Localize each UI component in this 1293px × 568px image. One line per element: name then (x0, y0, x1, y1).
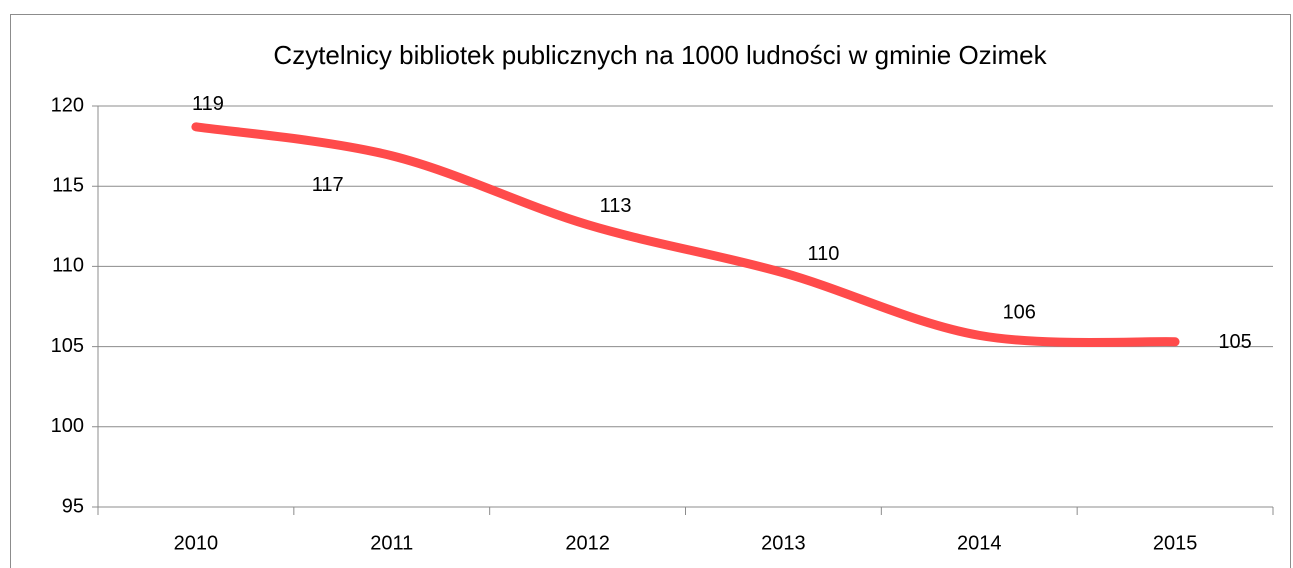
y-tick-label: 115 (52, 174, 84, 196)
data-label: 117 (312, 174, 344, 196)
x-tick-label: 2011 (370, 532, 413, 554)
x-tick-label: 2015 (1153, 532, 1198, 554)
y-tick-label: 110 (52, 255, 84, 277)
data-label: 119 (192, 93, 224, 115)
data-label: 113 (600, 195, 632, 217)
x-tick-label: 2014 (957, 532, 1002, 554)
line (191, 122, 1180, 347)
chart-frame (10, 14, 1291, 568)
x-tick-label: 2013 (761, 532, 806, 554)
chart-title: Czytelnicy bibliotek publicznych na 1000… (273, 40, 1047, 70)
x-tick-label: 2010 (174, 532, 219, 554)
y-tick-label: 100 (51, 415, 84, 437)
y-tick-label: 95 (62, 495, 84, 517)
data-label: 105 (1218, 331, 1251, 353)
y-tick-label: 120 (51, 94, 84, 116)
data-label: 106 (1003, 302, 1036, 324)
data-label: 110 (807, 243, 839, 265)
x-tick-label: 2012 (565, 532, 610, 554)
y-tick-label: 105 (51, 335, 84, 357)
